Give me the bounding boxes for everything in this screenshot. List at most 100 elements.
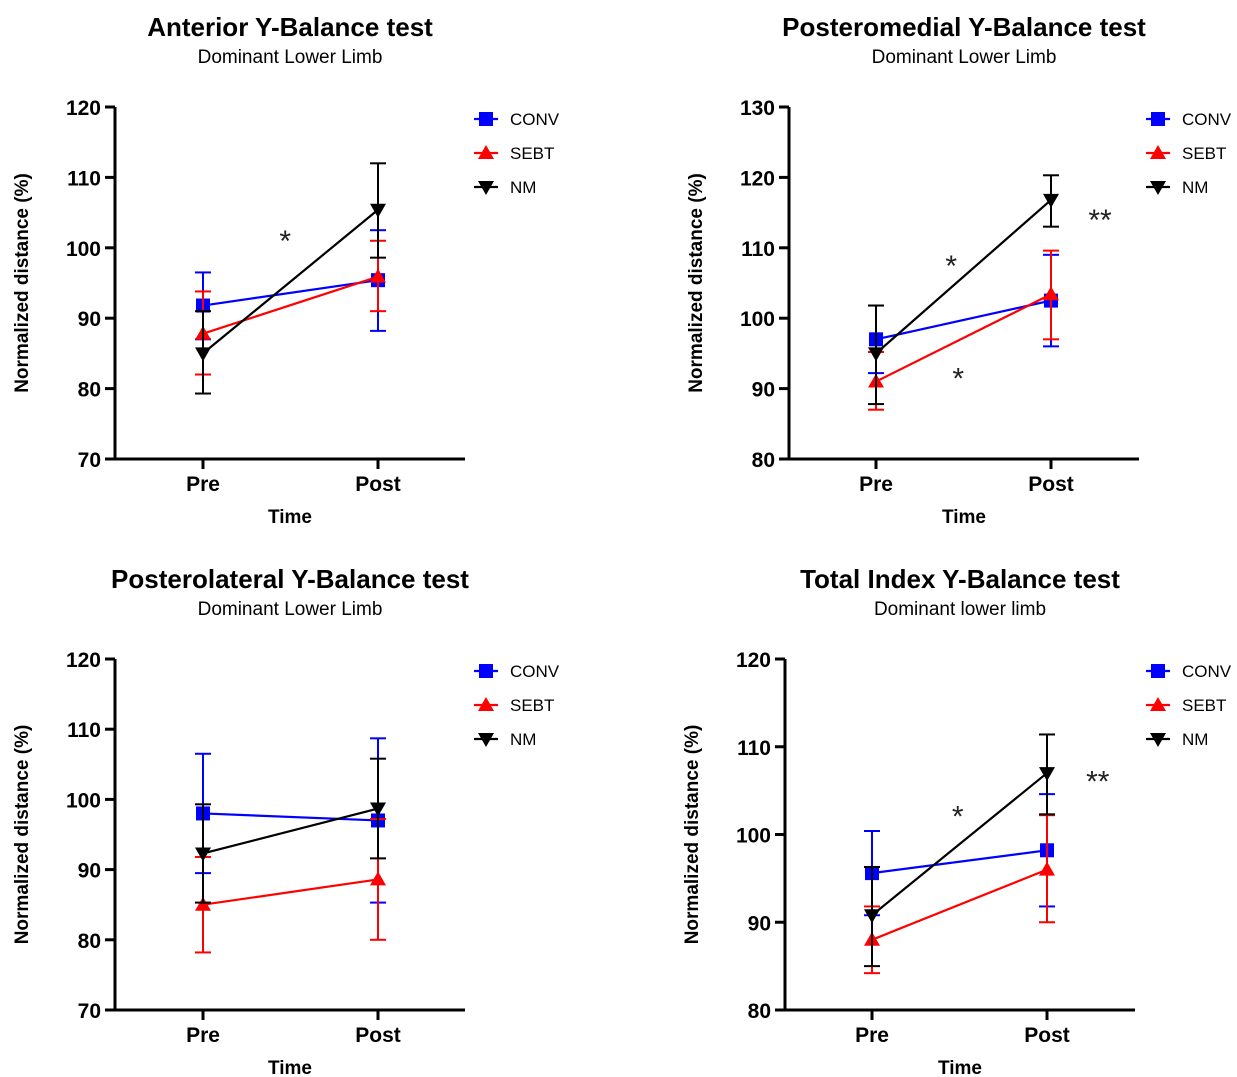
chart-subtitle: Dominant Lower Limb — [198, 47, 383, 68]
legend-marker — [479, 112, 493, 126]
legend-marker — [478, 145, 494, 159]
y-tick-label: 110 — [67, 719, 101, 742]
series-line — [875, 293, 1052, 383]
significance-marker: ** — [1086, 765, 1110, 798]
y-tick-label: 120 — [736, 649, 771, 672]
legend-item-sebt: SEBT — [474, 144, 554, 163]
y-tick-label: 100 — [66, 789, 101, 812]
significance-marker: ** — [1088, 204, 1112, 237]
y-tick-label: 90 — [78, 308, 101, 331]
data-point — [1043, 193, 1059, 208]
chart-title: Anterior Y-Balance test — [147, 12, 433, 42]
legend-label: NM — [510, 730, 536, 749]
y-tick-label: 100 — [740, 308, 775, 331]
data-point — [1039, 767, 1055, 782]
series-line — [202, 279, 379, 307]
data-point — [370, 268, 386, 283]
x-tick-label: Post — [1028, 473, 1074, 496]
chart-panel-4: Total Index Y-Balance test Dominant lower… — [682, 564, 1232, 1077]
x-tick-label: Pre — [186, 1024, 220, 1047]
y-axis-label: Normalized distance (%) — [682, 725, 703, 945]
legend-item-conv: CONV — [1146, 110, 1232, 129]
y-tick-label: 110 — [741, 238, 775, 261]
y-tick-label: 120 — [66, 649, 101, 672]
series-conv — [868, 253, 1059, 375]
legend-label: SEBT — [510, 696, 554, 715]
y-tick-label: 110 — [67, 167, 101, 190]
series-line — [871, 868, 1048, 941]
data-point — [195, 847, 211, 862]
y-tick-label: 70 — [78, 1000, 101, 1023]
y-tick-label: 80 — [78, 930, 101, 953]
legend-marker — [478, 697, 494, 711]
legend-marker — [478, 181, 494, 195]
x-axis-label: Time — [268, 507, 312, 528]
y-axis-label: Normalized distance (%) — [686, 173, 707, 393]
legend-item-conv: CONV — [474, 662, 560, 681]
y-tick-label: 120 — [740, 167, 775, 190]
chart-panel-1: Anterior Y-Balance test Dominant Lower Li… — [12, 12, 560, 528]
legend-item-nm: NM — [474, 730, 536, 749]
legend-marker — [1150, 697, 1166, 711]
legend-marker — [1150, 145, 1166, 159]
legend-label: SEBT — [1182, 696, 1226, 715]
significance-marker: * — [279, 225, 291, 258]
series-conv — [195, 737, 386, 904]
y-tick-label: 80 — [748, 1000, 771, 1023]
x-axis-label: Time — [942, 507, 986, 528]
series-line — [202, 208, 379, 355]
significance-marker: * — [945, 250, 957, 283]
chart-title: Posterolateral Y-Balance test — [111, 564, 469, 594]
series-line — [871, 849, 1048, 875]
y-tick-label: 70 — [78, 449, 101, 472]
y-tick-label: 90 — [752, 379, 775, 402]
data-point — [370, 871, 386, 886]
series-nm — [195, 162, 386, 395]
legend-label: CONV — [510, 110, 560, 129]
y-tick-label: 100 — [736, 825, 771, 848]
series-line — [875, 299, 1052, 341]
x-tick-label: Post — [355, 473, 401, 496]
chart-panel-2: Posteromedial Y-Balance test Dominant Low… — [686, 12, 1232, 528]
series-sebt — [864, 814, 1055, 975]
series-line — [202, 275, 379, 335]
legend-marker — [479, 664, 493, 678]
series-sebt — [195, 239, 386, 376]
x-tick-label: Pre — [855, 1024, 889, 1047]
series-nm — [864, 733, 1055, 968]
y-tick-label: 90 — [78, 860, 101, 883]
y-tick-label: 80 — [752, 449, 775, 472]
y-tick-label: 90 — [748, 912, 771, 935]
legend-label: NM — [1182, 178, 1208, 197]
legend-label: CONV — [1182, 662, 1232, 681]
data-point — [1043, 286, 1059, 301]
legend-item-nm: NM — [1146, 178, 1208, 197]
chart-subtitle: Dominant Lower Limb — [198, 599, 383, 620]
series-line — [202, 812, 379, 822]
legend-item-nm: NM — [1146, 730, 1208, 749]
data-point — [370, 802, 386, 817]
y-tick-label: 80 — [78, 379, 101, 402]
legend-marker — [1150, 181, 1166, 195]
data-point — [195, 347, 211, 362]
chart-subtitle: Dominant lower limb — [874, 599, 1046, 620]
y-axis-label: Normalized distance (%) — [12, 173, 33, 393]
data-point — [195, 896, 211, 911]
significance-marker: * — [952, 363, 964, 396]
legend-label: NM — [1182, 730, 1208, 749]
legend-marker — [1151, 664, 1165, 678]
y-tick-label: 130 — [740, 97, 775, 120]
chart-title: Posteromedial Y-Balance test — [782, 12, 1146, 42]
legend-label: CONV — [1182, 110, 1232, 129]
legend-marker — [478, 733, 494, 747]
chart-subtitle: Dominant Lower Limb — [872, 47, 1057, 68]
legend-item-nm: NM — [474, 178, 536, 197]
legend-label: CONV — [510, 662, 560, 681]
series-sebt — [195, 818, 386, 954]
data-point — [1039, 861, 1055, 876]
series-line — [202, 878, 379, 906]
series-nm — [195, 757, 386, 904]
y-tick-label: 120 — [66, 97, 101, 120]
x-axis-label: Time — [268, 1058, 312, 1077]
